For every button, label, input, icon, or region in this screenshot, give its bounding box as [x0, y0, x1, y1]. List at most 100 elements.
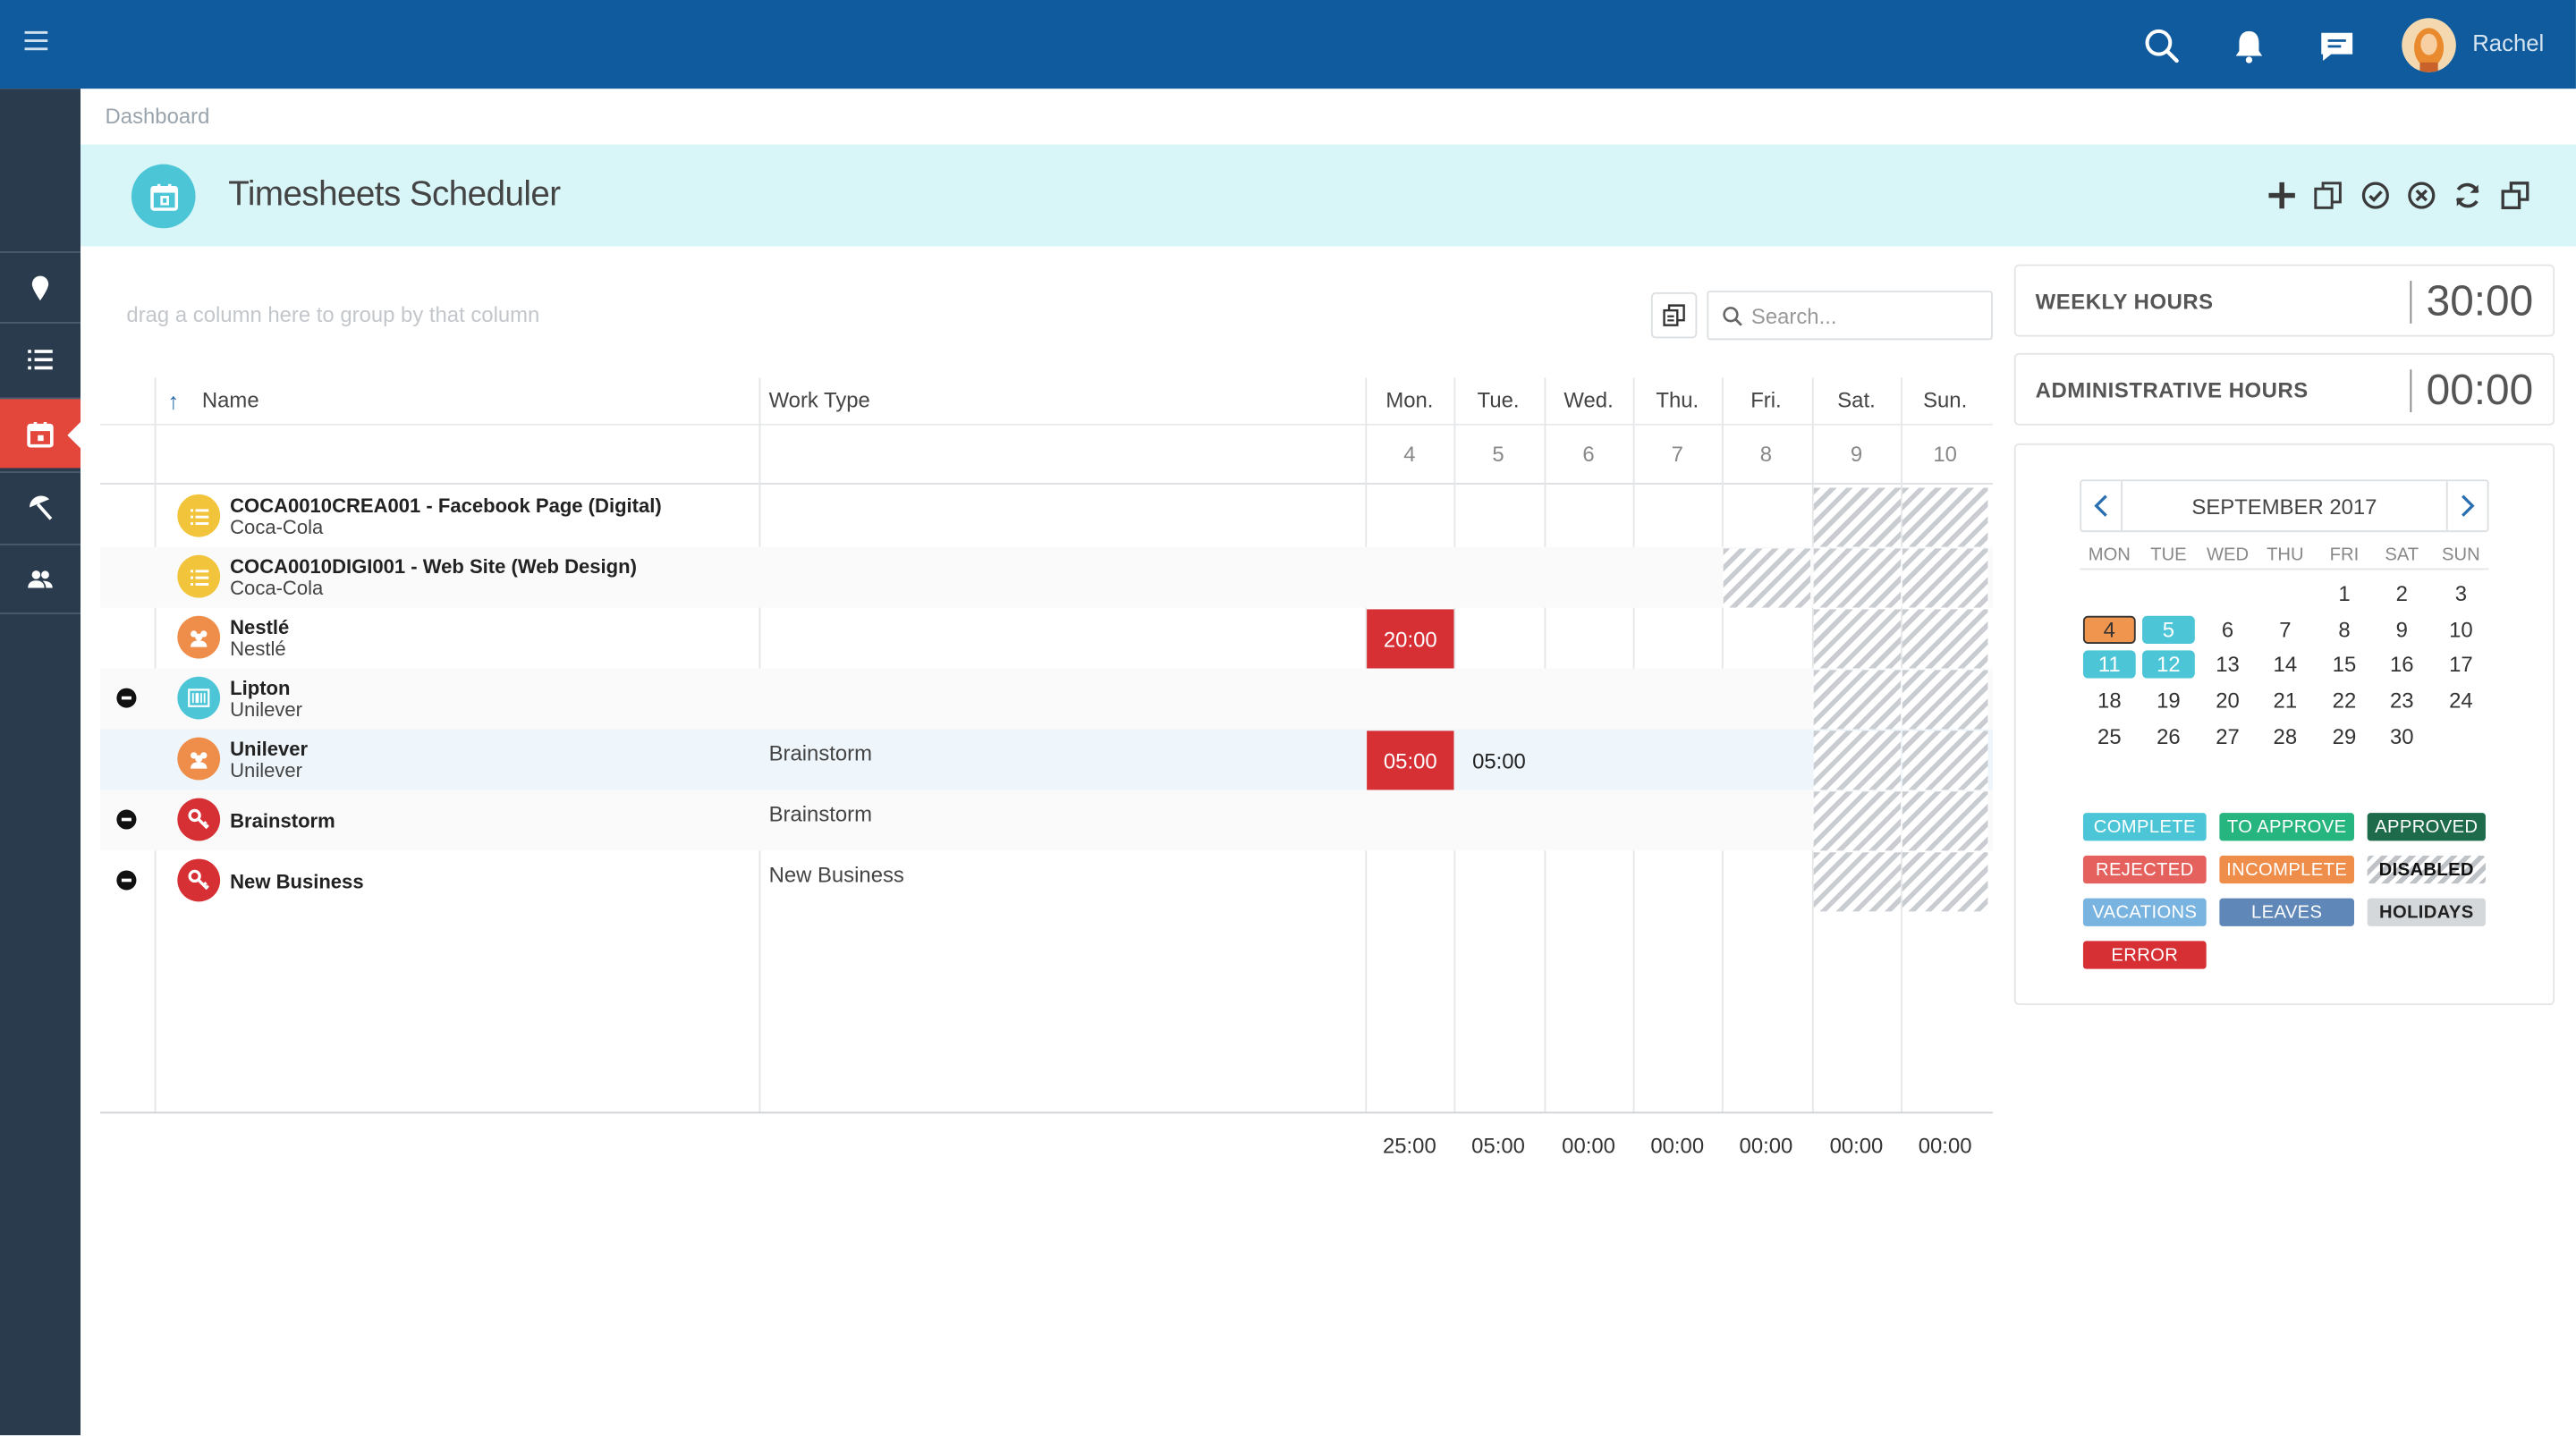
calendar-day[interactable]: 18: [2097, 688, 2122, 714]
menu-icon[interactable]: [23, 28, 53, 54]
column-header-day[interactable]: Tue.: [1477, 387, 1520, 413]
calendar-day[interactable]: 25: [2097, 723, 2122, 749]
calendar-day[interactable]: 4: [2082, 615, 2136, 644]
calendar-day[interactable]: 29: [2332, 723, 2357, 749]
copy-icon[interactable]: [2309, 177, 2345, 213]
column-header-day[interactable]: Thu.: [1656, 387, 1699, 413]
calendar-day[interactable]: 13: [2216, 652, 2240, 678]
sort-asc-icon[interactable]: ↑: [167, 387, 180, 414]
calendar-day[interactable]: 21: [2273, 688, 2298, 714]
column-header-day[interactable]: Mon.: [1385, 387, 1434, 413]
disabled-cell: [1813, 548, 1902, 608]
top-bar: Rachel: [0, 0, 2576, 89]
column-header-work-type[interactable]: Work Type: [768, 387, 870, 413]
calendar-day[interactable]: 7: [2279, 617, 2292, 642]
calendar-day[interactable]: 15: [2332, 652, 2357, 678]
search-input[interactable]: Search...: [1707, 291, 1993, 341]
row-name[interactable]: New Business: [230, 870, 364, 894]
breadcrumb[interactable]: Dashboard: [105, 103, 210, 129]
calendar-day[interactable]: 30: [2389, 723, 2414, 749]
card-divider: [2410, 281, 2412, 324]
row-name[interactable]: Brainstorm: [230, 809, 335, 833]
windows-icon[interactable]: [2497, 177, 2533, 213]
sidebar-item-users[interactable]: [0, 543, 80, 614]
row-name[interactable]: Unilever: [230, 737, 309, 761]
check-circle-icon[interactable]: [2358, 177, 2394, 213]
calendar-day[interactable]: 19: [2157, 688, 2181, 714]
calendar-month[interactable]: SEPTEMBER 2017: [2191, 493, 2377, 519]
calendar-day[interactable]: 23: [2389, 688, 2414, 714]
calendar-day[interactable]: 6: [2221, 617, 2234, 642]
time-entry-cell[interactable]: 20:00: [1367, 609, 1454, 669]
plus-icon[interactable]: [2264, 177, 2300, 213]
time-entry-cell[interactable]: 05:00: [1472, 748, 1526, 773]
sidebar-item-ideas[interactable]: [0, 251, 80, 322]
cancel-circle-icon[interactable]: [2403, 177, 2439, 213]
table-row[interactable]: [100, 790, 1993, 851]
calendar-day[interactable]: 26: [2157, 723, 2181, 749]
table-row[interactable]: [100, 729, 1993, 790]
status-badge: ERROR: [2082, 941, 2207, 969]
disabled-cell: [1723, 548, 1811, 608]
calendar-day[interactable]: 22: [2332, 688, 2357, 714]
calendar-header: SEPTEMBER 2017: [2080, 479, 2489, 533]
header-divider: [100, 423, 1993, 426]
weekday-label: SUN: [2442, 545, 2480, 565]
calendar-day[interactable]: 20: [2216, 688, 2240, 714]
avatar[interactable]: [2402, 18, 2456, 72]
column-header-day[interactable]: Fri.: [1750, 387, 1782, 413]
next-month-button[interactable]: [2445, 481, 2487, 531]
calendar-day[interactable]: 14: [2273, 652, 2298, 678]
calendar-day[interactable]: 24: [2449, 688, 2473, 714]
column-header-day[interactable]: Sat.: [1837, 387, 1876, 413]
calendar-day[interactable]: 27: [2216, 723, 2240, 749]
calendar-day[interactable]: 28: [2273, 723, 2298, 749]
bell-icon[interactable]: [2231, 26, 2267, 65]
collapse-button[interactable]: [116, 688, 137, 708]
row-name[interactable]: COCA0010DIGI001 - Web Site (Web Design): [230, 554, 637, 579]
card-divider: [2410, 369, 2412, 413]
sidebar-item-list[interactable]: [0, 321, 80, 393]
day-number: 10: [1933, 442, 1957, 467]
calendar-day[interactable]: 2: [2395, 581, 2408, 606]
pin-icon: [31, 275, 49, 300]
collapse-button[interactable]: [116, 809, 137, 830]
user-name[interactable]: Rachel: [2472, 30, 2545, 56]
calendar-day[interactable]: 1: [2338, 581, 2351, 606]
table-row[interactable]: [100, 608, 1993, 669]
table-row[interactable]: [100, 668, 1993, 730]
calendar-day[interactable]: 5: [2142, 615, 2195, 644]
grid-bottom-border: [100, 1111, 1993, 1114]
calendar-day[interactable]: 3: [2454, 581, 2468, 606]
calendar-day[interactable]: 10: [2449, 617, 2473, 642]
collapse-button[interactable]: [116, 870, 137, 891]
refresh-icon[interactable]: [2450, 177, 2486, 213]
column-header-day[interactable]: Sun.: [1923, 387, 1968, 413]
table-row[interactable]: [100, 546, 1993, 608]
row-name[interactable]: COCA0010CREA001 - Facebook Page (Digital…: [230, 494, 662, 518]
calendar-day[interactable]: 16: [2389, 652, 2414, 678]
sidebar-item-timesheets[interactable]: [0, 397, 80, 469]
column-header-name[interactable]: Name: [201, 387, 259, 413]
chat-icon[interactable]: [2318, 28, 2356, 63]
calendar-day[interactable]: 8: [2338, 617, 2351, 642]
column-header-day[interactable]: Wed.: [1563, 387, 1614, 413]
table-row[interactable]: [100, 850, 1993, 911]
calendar-day[interactable]: 12: [2142, 651, 2195, 680]
day-number: 9: [1850, 442, 1863, 467]
prev-month-button[interactable]: [2081, 481, 2123, 531]
group-hint[interactable]: drag a column here to group by that colu…: [126, 301, 540, 327]
calendar-day[interactable]: 17: [2449, 652, 2473, 678]
row-name[interactable]: Lipton: [230, 676, 291, 700]
calendar-day[interactable]: 9: [2395, 617, 2408, 642]
row-name[interactable]: Nestlé: [230, 615, 290, 639]
search-icon[interactable]: [2142, 26, 2182, 65]
group-icon: [177, 737, 221, 781]
column-chooser-button[interactable]: [1650, 291, 1698, 339]
day-total: 00:00: [1650, 1133, 1705, 1158]
disabled-cell: [1902, 791, 1988, 851]
time-entry-cell[interactable]: 05:00: [1367, 731, 1454, 790]
calendar-day[interactable]: 11: [2082, 651, 2136, 680]
sidebar-item-vacations[interactable]: [0, 471, 80, 542]
list-icon: [177, 554, 221, 598]
